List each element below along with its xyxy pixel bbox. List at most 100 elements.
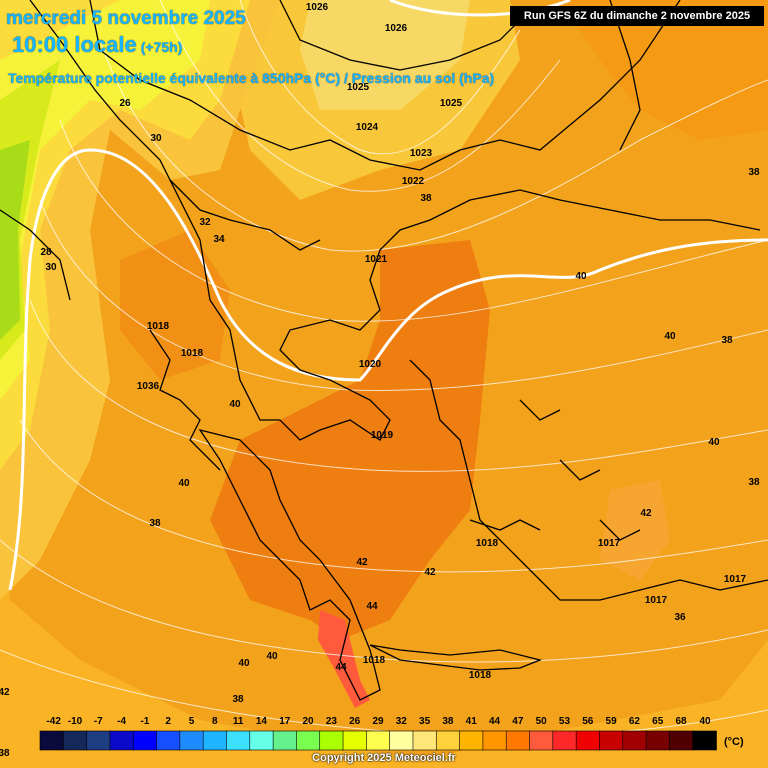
legend-swatch <box>249 730 274 751</box>
pressure-label: 1023 <box>410 148 433 159</box>
temperature-label: 38 <box>721 335 733 346</box>
legend-tick-label: -10 <box>68 716 83 727</box>
legend-tick-label: 68 <box>675 716 687 727</box>
legend-tick-label: -4 <box>117 716 126 727</box>
legend-swatch <box>132 730 158 751</box>
coastlines <box>0 0 768 701</box>
legend-swatch <box>505 730 531 751</box>
temperature-label: 40 <box>699 716 711 727</box>
legend-swatch <box>63 730 88 751</box>
pressure-label: 1017 <box>724 574 747 585</box>
temperature-label: 42 <box>356 557 368 568</box>
legend-tick-label: 23 <box>326 716 338 727</box>
temperature-label: 42 <box>0 687 10 698</box>
legend-swatch <box>39 730 65 751</box>
pressure-label: 1017 <box>598 538 621 549</box>
temperature-label: 34 <box>213 234 225 245</box>
legend-swatch <box>86 730 111 751</box>
legend-tick-label: 65 <box>652 716 664 727</box>
legend-tick-label: 50 <box>536 716 548 727</box>
temperature-label: 40 <box>575 271 587 282</box>
legend-swatch <box>109 730 135 751</box>
temperature-label: 42 <box>424 567 436 578</box>
legend-swatch <box>599 730 624 751</box>
temperature-label: 40 <box>664 331 676 342</box>
legend-tick-label: -42 <box>46 716 61 727</box>
temperature-label: 40 <box>238 658 250 669</box>
legend-swatch <box>412 730 438 751</box>
temperature-label: 40 <box>178 478 190 489</box>
pressure-label: 1019 <box>371 430 394 441</box>
legend-tick-label: 26 <box>349 716 361 727</box>
legend-swatch <box>319 730 344 751</box>
temperature-label: 42 <box>640 508 652 519</box>
legend-tick-label: 2 <box>165 716 171 727</box>
legend-swatch <box>226 730 251 751</box>
legend-tick-label: -7 <box>94 716 103 727</box>
temperature-label: 38 <box>0 748 10 759</box>
pressure-label: 1018 <box>469 670 492 681</box>
pressure-label: 1025 <box>347 82 370 93</box>
legend-swatch <box>552 730 577 751</box>
pressure-label: 1026 <box>306 2 329 13</box>
temperature-label: 38 <box>232 694 244 705</box>
pressure-label: 1017 <box>645 595 668 606</box>
legend-swatch <box>389 730 414 751</box>
pressure-label: 1036 <box>137 381 160 392</box>
legend-tick-label: 17 <box>279 716 291 727</box>
forecast-lead: (+75h) <box>140 39 183 55</box>
legend-tick-label: 5 <box>189 716 195 727</box>
pressure-label: 1018 <box>181 348 204 359</box>
legend-tick-label: 47 <box>512 716 524 727</box>
legend-swatch <box>645 730 671 751</box>
pressure-label: 1018 <box>476 538 499 549</box>
legend-tick-label: 35 <box>419 716 431 727</box>
legend-tick-label: 53 <box>559 716 571 727</box>
temperature-label: 38 <box>748 477 760 488</box>
color-scale-legend: -42 -10 -7 -4 -1 2 5 8 11 14 17 20 23 26 29 32 35 38 41 44 4… <box>39 716 717 751</box>
legend-swatch <box>202 730 228 751</box>
legend-tick-label: 8 <box>212 716 218 727</box>
pressure-labels: 1026 1026 1025 1025 1024 1023 1022 1021 1020 1019… <box>137 2 747 681</box>
legend-swatch <box>459 730 484 751</box>
run-info-badge: Run GFS 6Z du dimanche 2 novembre 2025 <box>510 6 764 26</box>
pressure-label: 1022 <box>402 176 425 187</box>
legend-swatch <box>366 730 391 751</box>
pressure-label: 1026 <box>385 23 408 34</box>
temperature-label: 36 <box>674 612 686 623</box>
legend-swatch <box>692 730 717 751</box>
legend-swatch <box>482 730 508 751</box>
forecast-date: mercredi 5 novembre 2025 <box>6 8 246 29</box>
temperature-label: 38 <box>149 518 161 529</box>
legend-tick-label: 32 <box>396 716 408 727</box>
pressure-label: 1021 <box>365 254 388 265</box>
temperature-label: 38 <box>748 167 760 178</box>
legend-swatch <box>575 730 601 751</box>
legend-swatch <box>529 730 554 751</box>
legend-swatch <box>296 730 321 751</box>
temperature-label: 30 <box>150 133 162 144</box>
legend-tick-label: 29 <box>372 716 384 727</box>
pressure-label: 1024 <box>356 122 379 133</box>
temperature-label: 44 <box>335 662 347 673</box>
pressure-label: 1018 <box>147 321 170 332</box>
legend-swatch <box>669 730 694 751</box>
legend-swatch <box>156 730 181 751</box>
pressure-label: 1025 <box>440 98 463 109</box>
temperature-label: 38 <box>420 193 432 204</box>
legend-tick-label: 14 <box>256 716 268 727</box>
legend-swatch <box>342 730 368 751</box>
temperature-label: 26 <box>119 98 131 109</box>
legend-tick-label: 44 <box>489 716 501 727</box>
legend-unit: (°C) <box>724 736 744 748</box>
legend-swatch <box>622 730 647 751</box>
pressure-label: 1018 <box>363 655 386 666</box>
legend-tick-label: 41 <box>466 716 478 727</box>
legend-tick-label: 62 <box>629 716 641 727</box>
parameter-title: Température potentielle équivalente à 85… <box>8 70 495 86</box>
legend-tick-label: 38 <box>442 716 454 727</box>
